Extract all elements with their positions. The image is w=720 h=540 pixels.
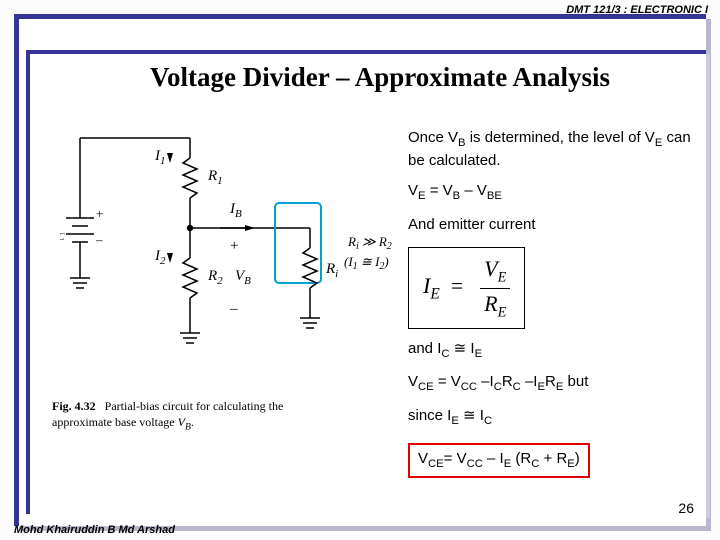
svg-text:–: – — [95, 232, 103, 247]
intro-line: Once VB is determined, the level of VE c… — [408, 128, 704, 171]
explanation-block: Once VB is determined, the level of VE c… — [408, 128, 704, 478]
svg-text:I2: I2 — [154, 248, 166, 267]
svg-text:(I1 ≅ I2): (I1 ≅ I2) — [344, 254, 389, 272]
ic-approx-ie: and IC ≅ IE — [408, 339, 704, 362]
svg-text:IB: IB — [229, 201, 242, 220]
circuit-diagram: I1 R1 IB I2 R2 VB VCC Ri Ri ≫ R2 (I1 ≅ I… — [60, 118, 400, 388]
eq-ve: VE = VB – VBE — [408, 181, 704, 204]
svg-text:Ri: Ri — [325, 261, 338, 280]
svg-text:R2: R2 — [207, 268, 223, 287]
svg-text:VCC: VCC — [60, 224, 65, 243]
svg-text:I1: I1 — [154, 148, 166, 167]
svg-text:–: – — [229, 301, 238, 317]
emitter-current-label: And emitter current — [408, 215, 704, 235]
vce-final-box: VCE= VCC – IE (RC + RE) — [408, 443, 590, 478]
page-number: 26 — [678, 500, 694, 516]
svg-text:VB: VB — [235, 268, 251, 287]
svg-text:+: + — [96, 206, 103, 221]
page-title: Voltage Divider – Approximate Analysis — [60, 62, 700, 93]
course-code: DMT 121/3 : ELECTRONIC I — [566, 4, 708, 16]
svg-text:Ri ≫ R2: Ri ≫ R2 — [347, 234, 392, 252]
svg-text:+: + — [230, 238, 238, 254]
figure-caption: Fig. 4.32 Partial-bias circuit for calcu… — [52, 398, 352, 435]
since-line: since IE ≅ IC — [408, 406, 704, 429]
svg-text:R1: R1 — [207, 168, 223, 187]
footer-author: Mohd Khairuddin B Md Arshad — [14, 524, 175, 536]
ie-fraction-box: IE = VE RE — [408, 247, 525, 329]
vce-eq: VCE = VCC –ICRC –IERE but — [408, 372, 704, 395]
